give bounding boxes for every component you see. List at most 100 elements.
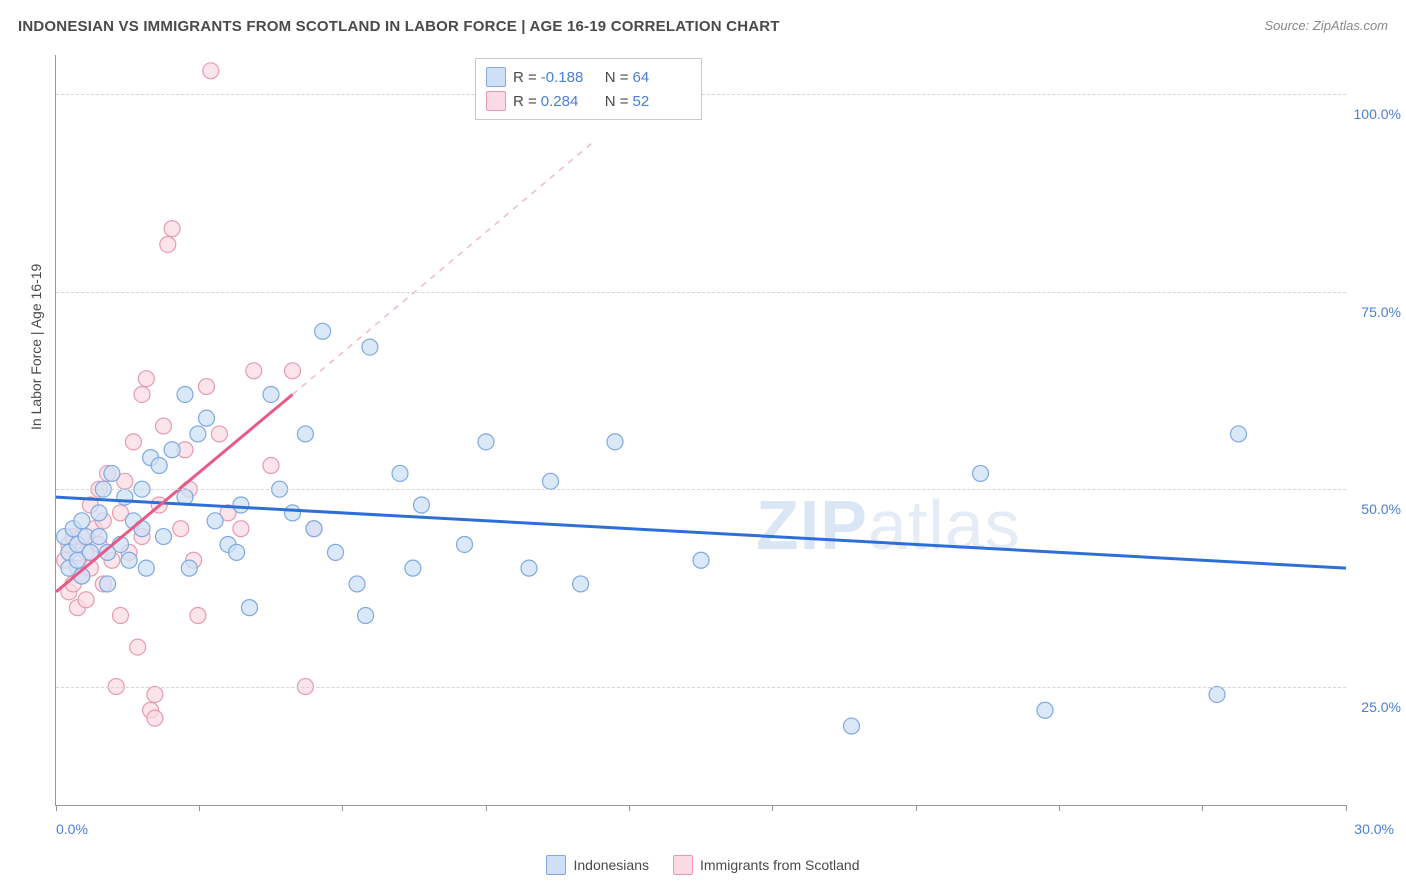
gridline-h: [56, 489, 1346, 490]
y-tick-label: 50.0%: [1351, 501, 1401, 517]
data-point-indonesian: [91, 529, 107, 545]
r-label: R =: [513, 69, 537, 86]
data-point-scotland: [134, 386, 150, 402]
data-point-indonesian: [607, 434, 623, 450]
data-point-indonesian: [521, 560, 537, 576]
swatch-scotland: [486, 91, 506, 111]
r-label: R =: [513, 93, 537, 110]
x-tick: [916, 805, 917, 811]
data-point-indonesian: [242, 600, 258, 616]
gridline-h: [56, 687, 1346, 688]
data-point-indonesian: [100, 576, 116, 592]
data-point-indonesian: [177, 386, 193, 402]
data-point-scotland: [125, 434, 141, 450]
data-point-scotland: [130, 639, 146, 655]
data-point-indonesian: [349, 576, 365, 592]
data-point-indonesian: [844, 718, 860, 734]
x-min-label: 0.0%: [56, 821, 88, 837]
gridline-h: [56, 292, 1346, 293]
x-tick: [1059, 805, 1060, 811]
data-point-indonesian: [973, 465, 989, 481]
legend-label: Immigrants from Scotland: [700, 857, 860, 873]
n-label: N =: [605, 93, 629, 110]
data-point-scotland: [147, 686, 163, 702]
x-tick: [342, 805, 343, 811]
data-point-indonesian: [190, 426, 206, 442]
data-point-indonesian: [478, 434, 494, 450]
data-point-indonesian: [74, 513, 90, 529]
data-point-indonesian: [297, 426, 313, 442]
data-point-indonesian: [263, 386, 279, 402]
data-point-indonesian: [285, 505, 301, 521]
data-point-scotland: [113, 608, 129, 624]
data-point-indonesian: [1209, 686, 1225, 702]
data-point-scotland: [190, 608, 206, 624]
data-point-indonesian: [328, 544, 344, 560]
chart-svg: [56, 55, 1346, 805]
data-point-indonesian: [306, 521, 322, 537]
r-value: 0.284: [537, 93, 597, 110]
trend-line-ext-scotland: [293, 142, 594, 395]
data-point-scotland: [203, 63, 219, 79]
data-point-indonesian: [405, 560, 421, 576]
x-tick: [772, 805, 773, 811]
data-point-indonesian: [1231, 426, 1247, 442]
data-point-scotland: [78, 592, 94, 608]
data-point-scotland: [233, 521, 249, 537]
data-point-indonesian: [181, 560, 197, 576]
data-point-indonesian: [138, 560, 154, 576]
stats-row-indonesian: R =-0.188 N =64: [486, 65, 689, 89]
legend-label: Indonesians: [573, 857, 649, 873]
data-point-indonesian: [164, 442, 180, 458]
data-point-indonesian: [121, 552, 137, 568]
data-point-scotland: [156, 418, 172, 434]
data-point-indonesian: [229, 544, 245, 560]
x-tick: [1346, 805, 1347, 811]
data-point-indonesian: [104, 465, 120, 481]
chart-title: INDONESIAN VS IMMIGRANTS FROM SCOTLAND I…: [18, 18, 780, 35]
n-label: N =: [605, 69, 629, 86]
data-point-scotland: [138, 371, 154, 387]
data-point-scotland: [199, 379, 215, 395]
x-max-label: 30.0%: [1354, 821, 1394, 837]
data-point-scotland: [173, 521, 189, 537]
data-point-scotland: [246, 363, 262, 379]
data-point-scotland: [160, 236, 176, 252]
x-tick: [486, 805, 487, 811]
data-point-indonesian: [392, 465, 408, 481]
data-point-indonesian: [573, 576, 589, 592]
data-point-indonesian: [362, 339, 378, 355]
data-point-indonesian: [199, 410, 215, 426]
data-point-scotland: [263, 458, 279, 474]
plot-area: ZIPatlas 25.0%50.0%75.0%100.0%0.0%30.0%: [55, 55, 1346, 806]
legend-item-scotland: Immigrants from Scotland: [673, 855, 860, 875]
legend-bottom: Indonesians Immigrants from Scotland: [0, 855, 1406, 878]
data-point-indonesian: [233, 497, 249, 513]
legend-item-indonesian: Indonesians: [546, 855, 649, 875]
x-tick: [1202, 805, 1203, 811]
y-tick-label: 100.0%: [1351, 106, 1401, 122]
r-value: -0.188: [537, 69, 597, 86]
data-point-indonesian: [151, 458, 167, 474]
data-point-scotland: [164, 221, 180, 237]
n-value: 52: [629, 93, 689, 110]
data-point-indonesian: [693, 552, 709, 568]
n-value: 64: [629, 69, 689, 86]
data-point-scotland: [147, 710, 163, 726]
data-point-indonesian: [91, 505, 107, 521]
x-tick: [56, 805, 57, 811]
swatch-indonesian: [546, 855, 566, 875]
data-point-indonesian: [358, 608, 374, 624]
x-tick: [199, 805, 200, 811]
data-point-indonesian: [457, 536, 473, 552]
source-label: Source: ZipAtlas.com: [1264, 18, 1388, 33]
swatch-scotland: [673, 855, 693, 875]
stats-row-scotland: R =0.284 N =52: [486, 89, 689, 113]
data-point-indonesian: [543, 473, 559, 489]
data-point-scotland: [211, 426, 227, 442]
swatch-indonesian: [486, 67, 506, 87]
stats-box: R =-0.188 N =64 R =0.284 N =52: [475, 58, 702, 120]
data-point-indonesian: [315, 323, 331, 339]
data-point-scotland: [285, 363, 301, 379]
data-point-indonesian: [156, 529, 172, 545]
